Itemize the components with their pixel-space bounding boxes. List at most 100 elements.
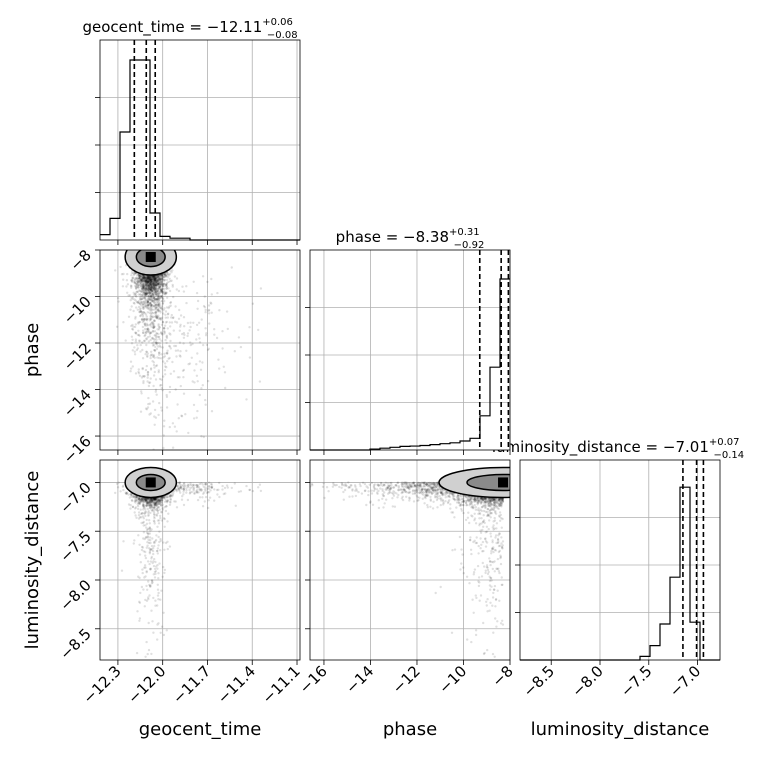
sample-point [157,309,160,312]
sample-point [133,281,137,284]
sample-point [157,282,161,286]
sample-point [150,276,153,279]
sample-point [149,308,152,311]
sample-point [154,276,158,279]
sample-point [164,284,167,287]
sample-point [192,489,195,492]
sample-point [156,499,160,502]
sample-point [147,290,151,294]
sample-point [156,552,159,555]
sample-point [169,325,172,328]
sample-point [149,584,152,587]
sample-point [145,350,148,354]
sample-point [147,500,150,503]
sample-point [181,332,184,336]
sample-point [158,297,161,300]
sample-point [153,283,157,286]
sample-point [149,539,152,542]
sample-point [157,314,160,317]
sample-point [185,487,188,490]
sample-point [233,350,236,353]
sample-point [142,290,145,294]
sample-point [177,317,181,320]
sample-point [144,498,147,501]
sample-point [157,290,160,293]
sample-point [151,506,154,510]
sample-point [155,293,158,296]
sample-point [161,289,164,292]
sample-point [180,414,183,417]
sample-point [136,279,139,282]
sample-point [171,422,175,425]
sample-point [172,329,175,332]
sample-point [153,290,156,293]
sample-point [121,285,125,288]
sample-point [200,488,203,491]
sample-point [153,279,156,283]
sample-point [155,278,159,281]
sample-point [196,352,199,355]
sample-point [137,368,140,371]
sample-point [129,492,132,496]
sample-point [175,506,179,509]
sample-point [151,342,154,345]
sample-point [169,333,172,336]
sample-point [182,392,186,395]
sample-point [144,299,148,302]
sample-point [154,290,157,293]
sample-point [122,540,125,543]
sample-point [155,276,159,280]
sample-point [163,279,167,282]
sample-point [156,500,159,503]
sample-point [182,376,185,379]
sample-point [152,283,155,287]
sample-point [138,553,142,556]
sample-point [156,303,160,306]
sample-point [156,283,160,286]
sample-point [153,497,156,500]
sample-point [149,290,152,294]
sample-point [135,495,139,499]
sample-point [136,507,140,511]
sample-point [129,308,132,311]
sample-point [147,291,150,295]
sample-point [147,281,150,284]
sample-point [156,279,159,282]
sample-point [138,296,142,299]
sample-point [136,321,140,324]
sample-point [169,500,172,503]
sample-point [150,505,153,509]
sample-point [202,435,205,439]
sample-point [144,284,147,288]
sample-point [167,280,170,284]
sample-point [139,314,142,318]
sample-point [149,283,152,286]
sample-point [155,507,159,511]
sample-point [165,351,168,355]
sample-point [147,277,150,281]
sample-point [142,276,145,279]
sample-point [161,287,165,291]
sample-point [190,356,193,359]
sample-point [151,360,154,363]
sample-point [140,497,144,500]
sample-point [149,283,152,287]
sample-point [142,281,145,285]
sample-point [149,280,152,283]
sample-point [209,489,212,492]
sample-point [158,317,162,320]
sample-point [149,287,152,290]
sample-point [153,541,156,545]
sample-point [146,311,149,314]
sample-point [152,275,156,278]
sample-point [204,403,207,406]
sample-point [135,274,139,277]
sample-point [140,666,142,668]
sample-point [139,508,142,511]
sample-point [196,299,200,303]
sample-point [206,348,210,352]
sample-point [157,275,161,278]
sample-point [138,302,142,306]
sample-point [129,284,133,287]
sample-point [144,287,148,290]
